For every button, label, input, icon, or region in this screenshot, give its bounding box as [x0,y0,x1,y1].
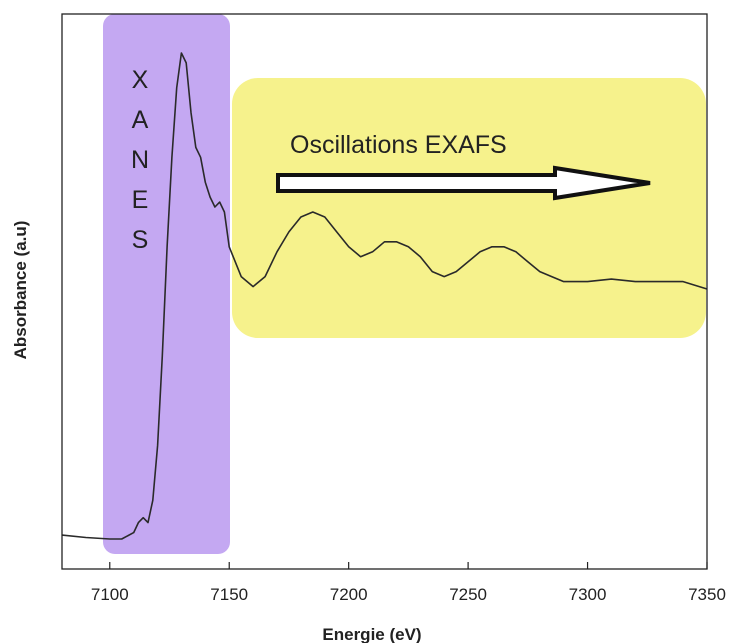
xanes-letter: X [132,66,149,94]
x-tick-label: 7300 [569,585,607,604]
xanes-letter: E [132,186,149,214]
y-axis-title: Absorbance (a.u) [11,221,30,360]
exafs-region [232,78,706,338]
absorbance-curve [61,52,708,540]
plot-frame [61,13,708,570]
x-axis-title: Energie (eV) [322,625,421,643]
exafs-label: Oscillations EXAFS [290,131,507,159]
xanes-letter: A [132,106,149,134]
x-axis-ticks: 7100 7150 7200 7250 7300 7350 [91,562,726,604]
x-tick-label: 7350 [688,585,726,604]
xanes-region [103,14,230,554]
xanes-letter: S [132,226,149,254]
exafs-arrow [276,165,651,201]
x-tick-label: 7250 [449,585,487,604]
x-tick-label: 7150 [210,585,248,604]
xanes-letter: N [131,146,149,174]
x-tick-label: 7200 [330,585,368,604]
x-tick-label: 7100 [91,585,129,604]
